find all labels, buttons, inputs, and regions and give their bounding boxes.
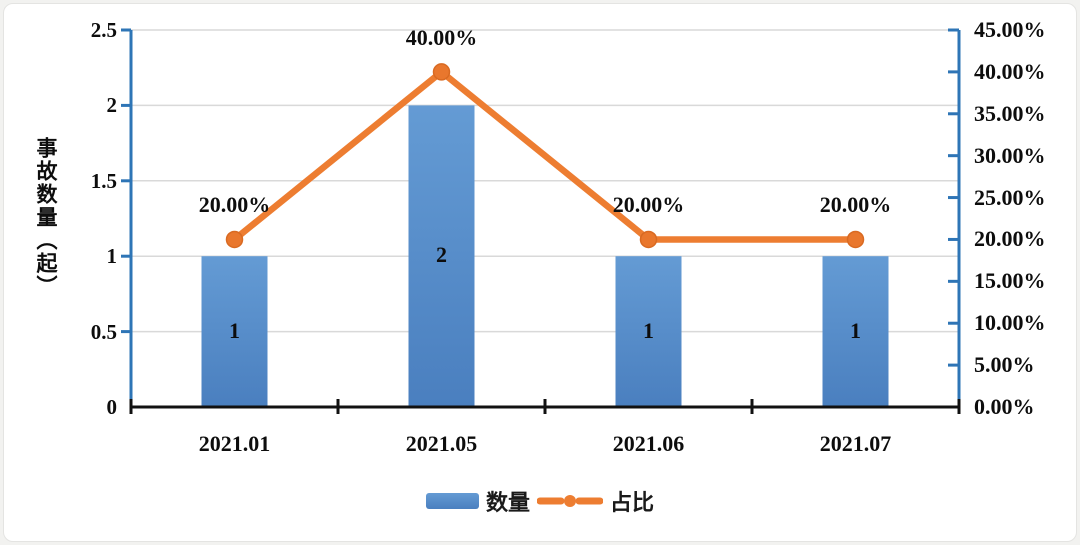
bar-2021.06: [615, 256, 682, 407]
right-tick-label: 15.00%: [974, 268, 1046, 294]
right-tick-label: 45.00%: [974, 17, 1046, 42]
line-marker-2021.01: [225, 230, 244, 249]
left-axis-title: 事故数量（起）: [34, 137, 58, 298]
bar-2021.07: [822, 256, 889, 407]
right-tick-label: 30.00%: [974, 142, 1046, 168]
left-tick-label: 0.5: [90, 319, 117, 344]
bar-value-label: 2: [436, 242, 447, 268]
legend-label-proportion: 占比: [610, 490, 655, 515]
left-tick-label: 1: [106, 244, 118, 269]
percent-data-label: 20.00%: [612, 192, 685, 218]
legend: 数量 占比: [0, 486, 1080, 516]
line-marker-2021.07: [846, 230, 865, 249]
right-tick-label: 40.00%: [974, 58, 1046, 84]
percent-data-label: 20.00%: [198, 192, 271, 218]
legend-label-quantity: 数量: [485, 490, 530, 515]
x-category-label: 2021.06: [612, 431, 685, 456]
legend-bar-swatch-icon: [425, 493, 479, 509]
bar-2021.05: [408, 105, 475, 408]
bar-value-label: 1: [229, 317, 240, 343]
left-tick-label: 0: [106, 395, 118, 419]
right-tick-label: 0.00%: [974, 394, 1035, 419]
bar-value-label: 1: [643, 317, 654, 343]
left-tick-label: 2: [106, 93, 118, 118]
chart-card: [3, 3, 1077, 542]
right-tick-label: 35.00%: [974, 100, 1046, 126]
line-series: [231, 68, 859, 243]
right-tick-label: 10.00%: [974, 310, 1046, 336]
percent-data-label: 40.00%: [405, 24, 478, 50]
line-marker-2021.05: [432, 63, 451, 81]
right-tick-label: 20.00%: [974, 226, 1046, 252]
percent-data-label: 20.00%: [819, 192, 892, 218]
line-marker-2021.06: [639, 230, 658, 249]
right-tick-label: 5.00%: [974, 352, 1035, 378]
bar-value-label: 1: [850, 317, 861, 343]
right-tick-label: 25.00%: [974, 184, 1046, 210]
left-tick-label: 2.5: [90, 18, 117, 42]
left-tick-label: 1.5: [90, 168, 117, 193]
bar-2021.01: [201, 256, 268, 407]
x-category-label: 2021.07: [819, 431, 892, 456]
legend-line-dot-swatch-icon: [537, 495, 603, 507]
x-category-label: 2021.01: [198, 431, 271, 456]
x-category-label: 2021.05: [405, 431, 478, 456]
